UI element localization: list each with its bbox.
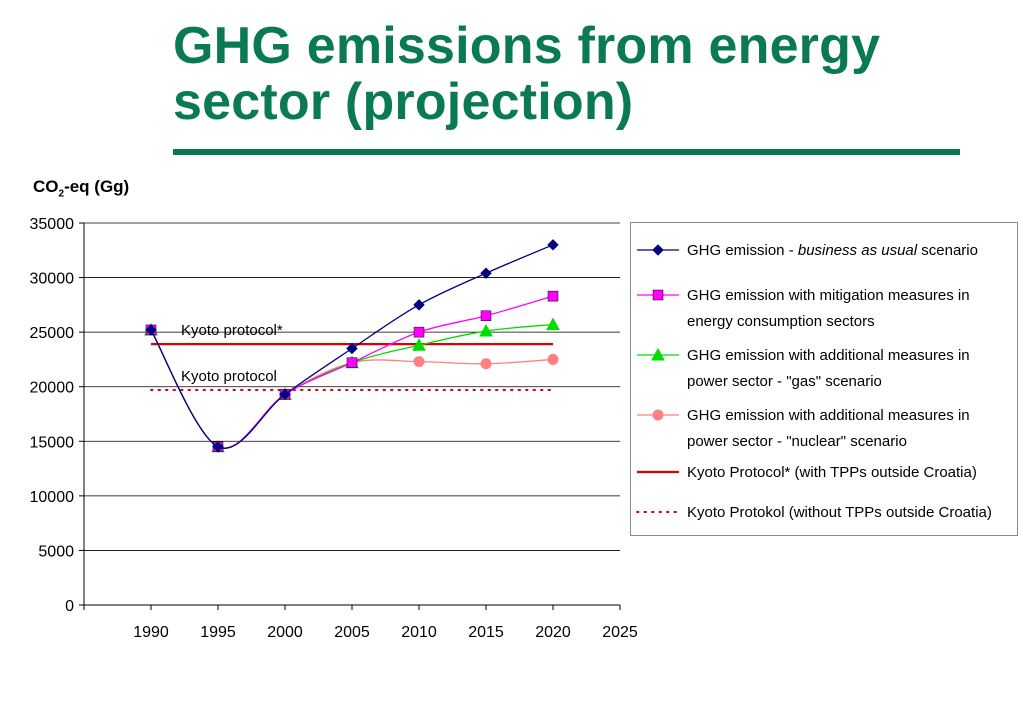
- series-bau: [145, 239, 559, 453]
- x-tick-label-1995: 1995: [200, 624, 236, 641]
- legend-label-mitigation: GHG emission with mitigation measures in…: [687, 283, 1013, 335]
- x-tick-label-2000: 2000: [267, 624, 303, 641]
- legend-key-mitigation: [637, 289, 679, 301]
- series-bau-point-1995: [212, 441, 224, 453]
- x-tick-label-2015: 2015: [468, 624, 504, 641]
- y-tick-label-20000: 20000: [30, 380, 75, 397]
- legend-marker: [652, 244, 664, 256]
- legend-marker: [652, 409, 664, 421]
- y-tick-label-30000: 30000: [30, 271, 75, 288]
- legend-key-nuclear: [637, 409, 679, 421]
- series-bau-point-2015: [480, 267, 492, 279]
- y-axis-label: CO2-eq (Gg): [33, 177, 129, 199]
- y-tick-label-5000: 5000: [38, 543, 74, 560]
- x-tick-label-2010: 2010: [401, 624, 437, 641]
- series-nuclear-point-2020: [547, 353, 559, 365]
- legend-label-mitigation-line1: GHG emission with mitigation measures in: [687, 287, 970, 304]
- x-tick-label-2025: 2025: [602, 624, 638, 641]
- series-gas-point-2015: [479, 324, 493, 337]
- title-underline: [173, 149, 960, 155]
- series-gas-point-2010: [412, 338, 426, 351]
- y-axis-label-rest: -eq (Gg): [64, 177, 130, 196]
- y-tick-label-25000: 25000: [30, 325, 75, 342]
- x-tick-label-2020: 2020: [535, 624, 571, 641]
- legend-label-bau: GHG emission - business as usual scenari…: [687, 238, 1013, 264]
- axis-layer: 0 5000 10000 15000 20000 25000 30000 35000 1990 1…: [30, 216, 638, 641]
- series-mitigation-point-2020: [547, 290, 559, 302]
- title-line-2: sector (projection): [173, 73, 634, 131]
- legend-key-gas: [637, 347, 679, 361]
- legend-key-kyoto-star: [637, 470, 679, 474]
- legend-label-kyoto: Kyoto Protokol (without TPPs outside Cro…: [687, 504, 992, 521]
- series-nuclear-point-2010: [413, 356, 425, 368]
- legend-marker: [652, 289, 664, 301]
- series-bau-point-2005: [346, 342, 358, 355]
- series-bau-point-1990: [145, 324, 157, 336]
- y-axis-label-subscript: 2: [58, 188, 65, 200]
- legend-key-bau: [637, 244, 679, 256]
- series-layer: [144, 239, 560, 453]
- y-tick-label-15000: 15000: [30, 434, 75, 451]
- legend-label-nuclear-line1: GHG emission with additional measures in: [687, 407, 970, 424]
- legend-label-gas-line1: GHG emission with additional measures in: [687, 347, 970, 364]
- legend-label-bau-prefix: GHG emission -: [687, 242, 798, 259]
- grid-layer: [84, 222, 620, 551]
- series-mitigation-point-2015: [480, 310, 492, 322]
- series-bau-point-2000: [279, 388, 291, 401]
- legend-key-kyoto: [636, 511, 680, 513]
- legend-label-kyoto-star: Kyoto Protocol* (with TPPs outside Croat…: [687, 464, 977, 481]
- x-tick-label-2005: 2005: [334, 624, 370, 641]
- series-mitigation-point-2005: [346, 357, 358, 368]
- series-mitigation-point-2010: [413, 326, 425, 338]
- y-tick-label-0: 0: [65, 598, 74, 615]
- legend-label-bau-italic: business as usual: [797, 242, 918, 259]
- series-gas-point-2020: [546, 317, 560, 331]
- slide-title: GHG emissions from energy sector (projec…: [173, 18, 880, 130]
- y-tick-label-10000: 10000: [30, 489, 75, 506]
- title-line-1: GHG emissions from energy: [173, 17, 881, 75]
- y-tick-label-35000: 35000: [30, 216, 75, 233]
- series-bau-point-2010: [413, 299, 425, 311]
- legend-label-gas: GHG emission with additional measures in…: [687, 343, 1013, 395]
- legend-label-bau-suffix: scenario: [917, 242, 978, 259]
- series-bau-point-2020: [547, 239, 559, 251]
- chart-legend: GHG emission - business as usual scenari…: [630, 222, 1018, 536]
- legend-label-mitigation-line2: energy consumption sectors: [687, 313, 875, 330]
- y-axis-label-main: CO: [33, 177, 59, 196]
- kyoto-protocol-annotation: Kyoto protocol: [181, 368, 277, 385]
- legend-marker: [651, 347, 665, 361]
- legend-label-nuclear-line2: power sector - "nuclear" scenario: [687, 433, 907, 450]
- series-nuclear-point-2015: [480, 358, 492, 370]
- x-tick-label-1990: 1990: [133, 624, 169, 641]
- legend-label-gas-line2: power sector - "gas" scenario: [687, 373, 882, 390]
- legend-label-nuclear: GHG emission with additional measures in…: [687, 403, 1013, 455]
- kyoto-protocol-star-annotation: Kyoto protocol*: [181, 322, 283, 339]
